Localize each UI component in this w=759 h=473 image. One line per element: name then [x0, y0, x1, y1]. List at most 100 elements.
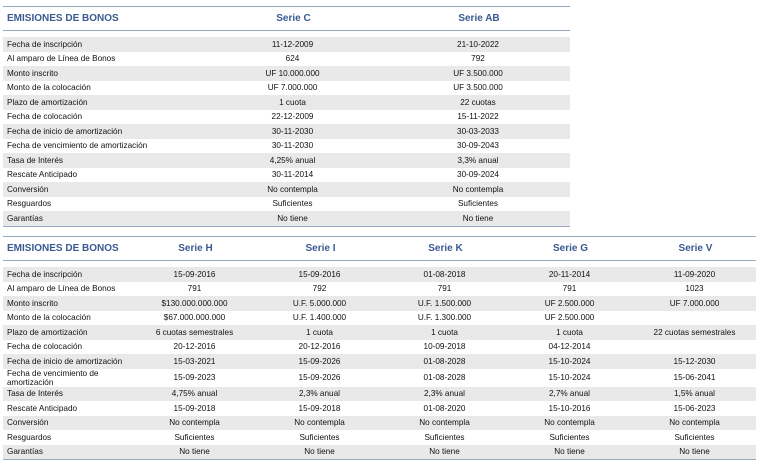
row-label: Conversión: [3, 415, 131, 430]
row-label: Plazo de amortización: [3, 325, 131, 340]
table-cell: No tiene: [381, 444, 506, 460]
table-cell: 3,3% anual: [384, 153, 570, 168]
table-cell: 15-06-2023: [673, 403, 716, 413]
table-title: EMISIONES DE BONOS: [3, 6, 199, 31]
table-cell: UF 3.500.000: [453, 83, 503, 93]
table-cell: UF 7.000.000: [267, 83, 318, 93]
table-cell: UF 2.500.000: [506, 296, 631, 311]
table-cell: Suficientes: [457, 199, 499, 209]
row-label: Conversión: [3, 182, 199, 197]
table-row: Resguardos Suficientes Suficientes: [3, 197, 570, 212]
table-row: Fecha de colocación 22-12-2009 15-11-2022: [3, 110, 570, 125]
table-cell: 22 cuotas: [384, 95, 570, 110]
row-label: Garantías: [3, 444, 131, 460]
spacer-row: [3, 260, 756, 267]
table-cell: 15-09-2026: [298, 373, 341, 382]
table-cell: Suficientes: [299, 432, 340, 442]
table-cell: 15-03-2021: [131, 354, 256, 369]
table-cell: No contempla: [384, 182, 570, 197]
table-row: Al amparo de Línea de Bonos 624 792: [3, 52, 570, 67]
table-cell: 1,5% anual: [631, 386, 756, 401]
table-title: EMISIONES DE BONOS: [3, 236, 131, 261]
table-cell: 2,7% anual: [506, 386, 631, 401]
table-cell: 22-12-2009: [271, 112, 314, 122]
table-row: Monto de la colocación $67.000.000.000 U.F…: [3, 311, 756, 326]
table-cell: 30-09-2043: [457, 141, 499, 151]
table-cell: U.F. 5.000.000: [256, 296, 381, 311]
table-cell: 15-09-2023: [173, 373, 216, 382]
table-cell: 11-12-2009: [199, 37, 384, 52]
table-cell: 1 cuota: [256, 325, 381, 340]
column-header-serie-g: Serie G: [506, 236, 631, 261]
table-cell: No tiene: [131, 444, 256, 460]
table-cell: Suficientes: [174, 432, 215, 442]
table-cell: 20-12-2016: [173, 342, 216, 352]
table-cell: 21-10-2022: [384, 37, 570, 52]
table-cell: 1 cuota: [381, 325, 506, 340]
table-cell: 6 cuotas semestrales: [131, 325, 256, 340]
table-cell: No tiene: [384, 211, 570, 227]
table-row: Monto de la colocación UF 7.000.000 UF 3.5…: [3, 81, 570, 96]
table-cell: 01-08-2028: [423, 373, 466, 382]
table-row: Fecha de inicio de amortización 15-03-202…: [3, 354, 756, 369]
table-cell: 791: [437, 284, 452, 294]
table-cell: Suficientes: [424, 432, 465, 442]
table-row: Fecha de inscripción 15-09-2016 15-09-2016…: [3, 267, 756, 282]
row-label: Rescate Anticipado: [7, 170, 78, 180]
table-cell: No contempla: [631, 415, 756, 430]
table-cell: [631, 311, 756, 326]
table-cell: 15-11-2022: [457, 112, 499, 122]
table-cell: 01-08-2020: [423, 403, 466, 413]
column-header-serie-c: Serie C: [199, 6, 384, 31]
table-cell: U.F. 1.400.000: [292, 313, 347, 323]
row-label: Fecha de inscripción: [3, 267, 131, 282]
table-cell: 20-11-2014: [506, 267, 631, 282]
table-cell: 01-08-2028: [381, 354, 506, 369]
table-row: Tasa de Interés 4,25% anual 3,3% anual: [3, 153, 570, 168]
row-label: Resguardos: [7, 199, 52, 209]
table-cell: $130.000.000.000: [131, 296, 256, 311]
table-cell: UF 7.000.000: [631, 296, 756, 311]
table-cell: 4,25% anual: [199, 153, 384, 168]
table-cell: UF 2.500.000: [544, 313, 595, 323]
table-row: Tasa de Interés 4,75% anual 2,3% anual 2,3%…: [3, 386, 756, 401]
table-cell: 15-09-2016: [131, 267, 256, 282]
row-label: Monto inscrito: [3, 66, 199, 81]
table-cell: 1 cuota: [199, 95, 384, 110]
table-cell: 15-09-2018: [173, 403, 216, 413]
header-row: EMISIONES DE BONOS Serie C Serie AB: [3, 6, 570, 31]
table-cell: Suficientes: [674, 432, 715, 442]
table-cell: 10-09-2018: [423, 342, 466, 352]
table-cell: 30-03-2033: [384, 124, 570, 139]
table-cell: No tiene: [256, 444, 381, 460]
table-row: Fecha de vencimiento de amortización 30-1…: [3, 139, 570, 154]
table-cell: 04-12-2014: [548, 342, 591, 352]
row-label: Monto inscrito: [3, 296, 131, 311]
table-cell: 15-09-2026: [256, 354, 381, 369]
table-row: Fecha de colocación 20-12-2016 20-12-2016 1…: [3, 340, 756, 355]
row-label: Al amparo de Línea de Bonos: [7, 54, 116, 64]
table-row: Conversión No contempla No contempla No con…: [3, 415, 756, 430]
table-cell: 30-11-2014: [271, 170, 314, 180]
row-label: Fecha de colocación: [7, 342, 83, 352]
row-label: Garantías: [3, 211, 199, 227]
table-cell: No contempla: [131, 415, 256, 430]
table-cell: [631, 340, 756, 355]
table-cell: UF 3.500.000: [384, 66, 570, 81]
row-label: Resguardos: [7, 432, 52, 442]
table-cell: 624: [285, 54, 300, 64]
spacer-cell: [3, 30, 570, 37]
table-row: Rescate Anticipado 30-11-2014 30-09-2024: [3, 168, 570, 183]
row-label: Fecha de vencimiento de amortización: [7, 368, 99, 387]
table-cell: 15-10-2024: [506, 354, 631, 369]
table-cell: 1023: [685, 284, 704, 294]
row-label: Fecha de inicio de amortización: [3, 354, 131, 369]
table-cell: Suficientes: [272, 199, 313, 209]
table-row: Al amparo de Línea de Bonos 791 792 791 791 1…: [3, 282, 756, 297]
table-cell: 15-10-2024: [548, 373, 591, 382]
bond-issues-table-1: EMISIONES DE BONOS Serie C Serie AB Fecha …: [3, 6, 570, 227]
table-cell: No contempla: [256, 415, 381, 430]
table-row: Monto inscrito $130.000.000.000 U.F. 5.000…: [3, 296, 756, 311]
